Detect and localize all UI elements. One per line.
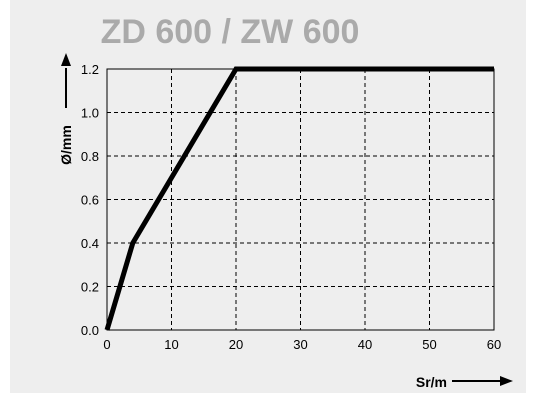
x-tick-label: 20	[229, 337, 243, 352]
y-axis-label-group: Ø/mm	[58, 53, 74, 165]
y-tick-label: 0.4	[81, 236, 99, 251]
series-line	[104, 66, 494, 331]
x-axis-label-group: Sr/m	[416, 374, 513, 390]
x-tick-label: 40	[358, 337, 372, 352]
y-tick-label: 1.2	[81, 62, 99, 77]
x-tick-label: 0	[103, 337, 110, 352]
series-group	[104, 66, 494, 331]
y-tick-label: 0.8	[81, 149, 99, 164]
chart-background	[10, 0, 526, 393]
x-axis-arrow-head	[500, 376, 513, 386]
tick-labels: 0 10 20 30 40 50 60 0.0 0.2 0.4 0.6 0.8 1.0 1.2	[81, 62, 501, 352]
chart-title: ZD 600 / ZW 600	[101, 13, 360, 51]
y-tick-label: 0.2	[81, 280, 99, 295]
grid	[107, 69, 494, 330]
x-tick-label: 10	[164, 337, 178, 352]
x-tick-label: 30	[293, 337, 307, 352]
x-tick-label: 60	[487, 337, 501, 352]
y-axis-label: Ø/mm	[58, 125, 74, 165]
x-tick-label: 50	[422, 337, 436, 352]
x-axis-label: Sr/m	[416, 374, 447, 390]
y-tick-label: 0.6	[81, 193, 99, 208]
y-axis-arrow-head	[61, 53, 71, 66]
y-tick-label: 0.0	[81, 323, 99, 338]
y-tick-label: 1.0	[81, 106, 99, 121]
